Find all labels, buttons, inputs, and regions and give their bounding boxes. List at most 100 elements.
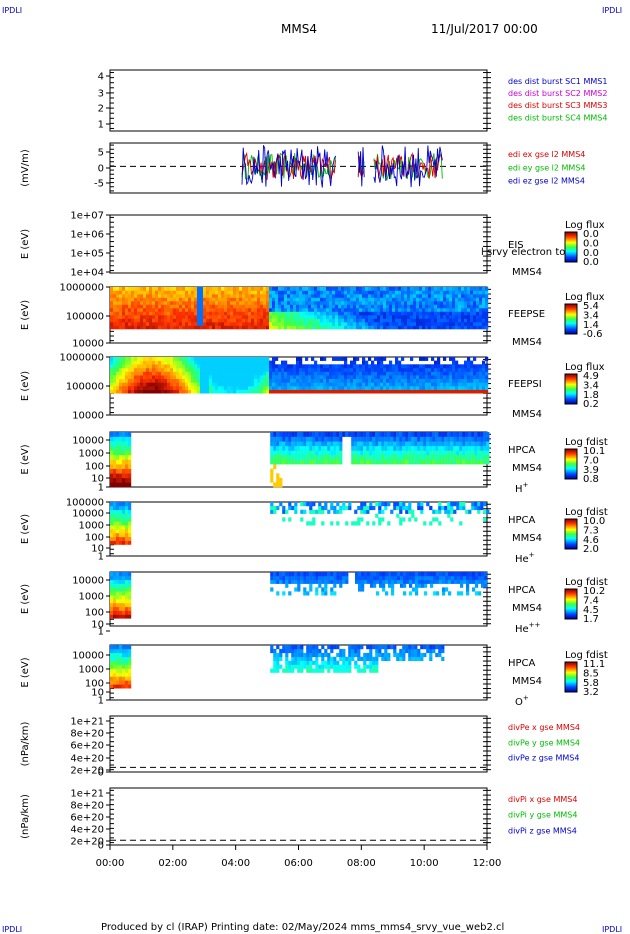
heat-cell	[302, 367, 306, 372]
heat-cell	[405, 459, 409, 465]
heat-cell	[128, 645, 132, 650]
heat-cell	[428, 308, 432, 312]
heat-cell	[239, 371, 243, 376]
heat-cell	[119, 529, 123, 534]
heat-cell	[385, 572, 389, 577]
heat-cell	[137, 304, 141, 309]
heat-cell	[347, 322, 351, 326]
heat-cell	[320, 304, 324, 309]
heat-cell	[128, 660, 132, 665]
heat-cell	[378, 652, 382, 658]
heat-cell	[239, 322, 243, 326]
heat-cell	[362, 308, 366, 312]
heat-cell	[423, 521, 427, 526]
heat-cell	[393, 441, 397, 447]
heat-cell	[356, 301, 360, 305]
heat-cell	[464, 297, 468, 302]
heat-cell	[448, 572, 452, 577]
heat-cell	[434, 378, 438, 383]
heat-cell	[128, 311, 132, 316]
heat-cell	[269, 294, 273, 298]
panel-frame	[109, 787, 488, 846]
heat-cell	[197, 315, 201, 319]
heat-cell	[113, 672, 117, 677]
heat-cell	[467, 357, 471, 361]
heat-cell	[321, 591, 325, 596]
heat-cell	[239, 382, 243, 387]
heat-cell	[425, 322, 429, 326]
heat-cell	[158, 287, 162, 291]
heat-cell	[485, 322, 489, 326]
heat-cell	[330, 591, 334, 596]
heat-cell	[188, 297, 192, 302]
heat-cell	[245, 304, 249, 309]
heat-cell	[437, 364, 441, 369]
heat-cell	[455, 287, 459, 291]
heat-cell	[398, 360, 402, 365]
heat-cell	[312, 575, 316, 581]
heat-cell	[407, 325, 411, 330]
heat-cell	[387, 436, 391, 442]
heat-cell	[287, 304, 291, 309]
heat-cell	[197, 297, 201, 302]
heat-cell	[158, 364, 162, 369]
colorbar-tick: 3.9	[583, 465, 599, 476]
heat-cell	[158, 311, 162, 316]
heat-cell	[113, 668, 117, 673]
heat-cell	[146, 315, 150, 319]
heat-cell	[445, 579, 449, 584]
heat-cell	[155, 294, 159, 298]
heat-cell	[191, 378, 195, 383]
heat-cell	[263, 386, 267, 390]
heat-cell	[152, 325, 156, 330]
heat-cell	[273, 579, 277, 584]
heat-cell	[236, 322, 240, 326]
heat-cell	[332, 389, 336, 394]
heat-cell	[110, 318, 114, 323]
heat-cell	[170, 364, 174, 369]
heat-cell	[279, 450, 283, 456]
heat-cell	[408, 459, 412, 465]
heat-cell	[413, 375, 417, 379]
heat-cell	[315, 591, 319, 596]
heat-cell	[146, 301, 150, 305]
heat-cell	[282, 459, 286, 465]
heat-cell	[263, 325, 267, 330]
heat-cell	[407, 386, 411, 390]
heat-cell	[359, 290, 363, 295]
heat-cell	[384, 450, 388, 456]
heat-cell	[122, 536, 126, 541]
heat-cell	[357, 505, 361, 511]
heat-cell	[357, 668, 361, 673]
heat-cell	[423, 441, 427, 447]
ylabel: E (eV)	[20, 229, 31, 259]
heat-cell	[426, 502, 430, 507]
heat-cell	[143, 360, 147, 365]
heat-cell	[369, 664, 373, 669]
heat-cell	[344, 364, 348, 369]
heat-cell	[437, 304, 441, 309]
heat-cell	[113, 364, 117, 369]
heat-cell	[113, 436, 117, 442]
heat-cell	[167, 360, 171, 365]
heat-cell	[384, 441, 388, 447]
heat-cell	[296, 301, 300, 305]
heat-cell	[230, 325, 234, 330]
heat-cell	[273, 454, 277, 460]
heat-cell	[113, 294, 117, 298]
heat-cell	[263, 297, 267, 302]
heat-cell	[149, 297, 153, 302]
heat-cell	[110, 599, 114, 604]
heat-cell	[122, 648, 126, 654]
heat-cell	[116, 315, 120, 319]
heat-cell	[443, 367, 447, 372]
heat-cell	[359, 304, 363, 309]
heat-cell	[273, 464, 277, 469]
heat-cell	[275, 325, 279, 330]
heat-cell	[279, 432, 283, 437]
heat-cell	[285, 454, 289, 460]
heat-cell	[230, 290, 234, 295]
heat-cell	[365, 367, 369, 372]
legend-entry: divPe z gse MMS4	[508, 754, 579, 763]
heat-cell	[155, 364, 159, 369]
